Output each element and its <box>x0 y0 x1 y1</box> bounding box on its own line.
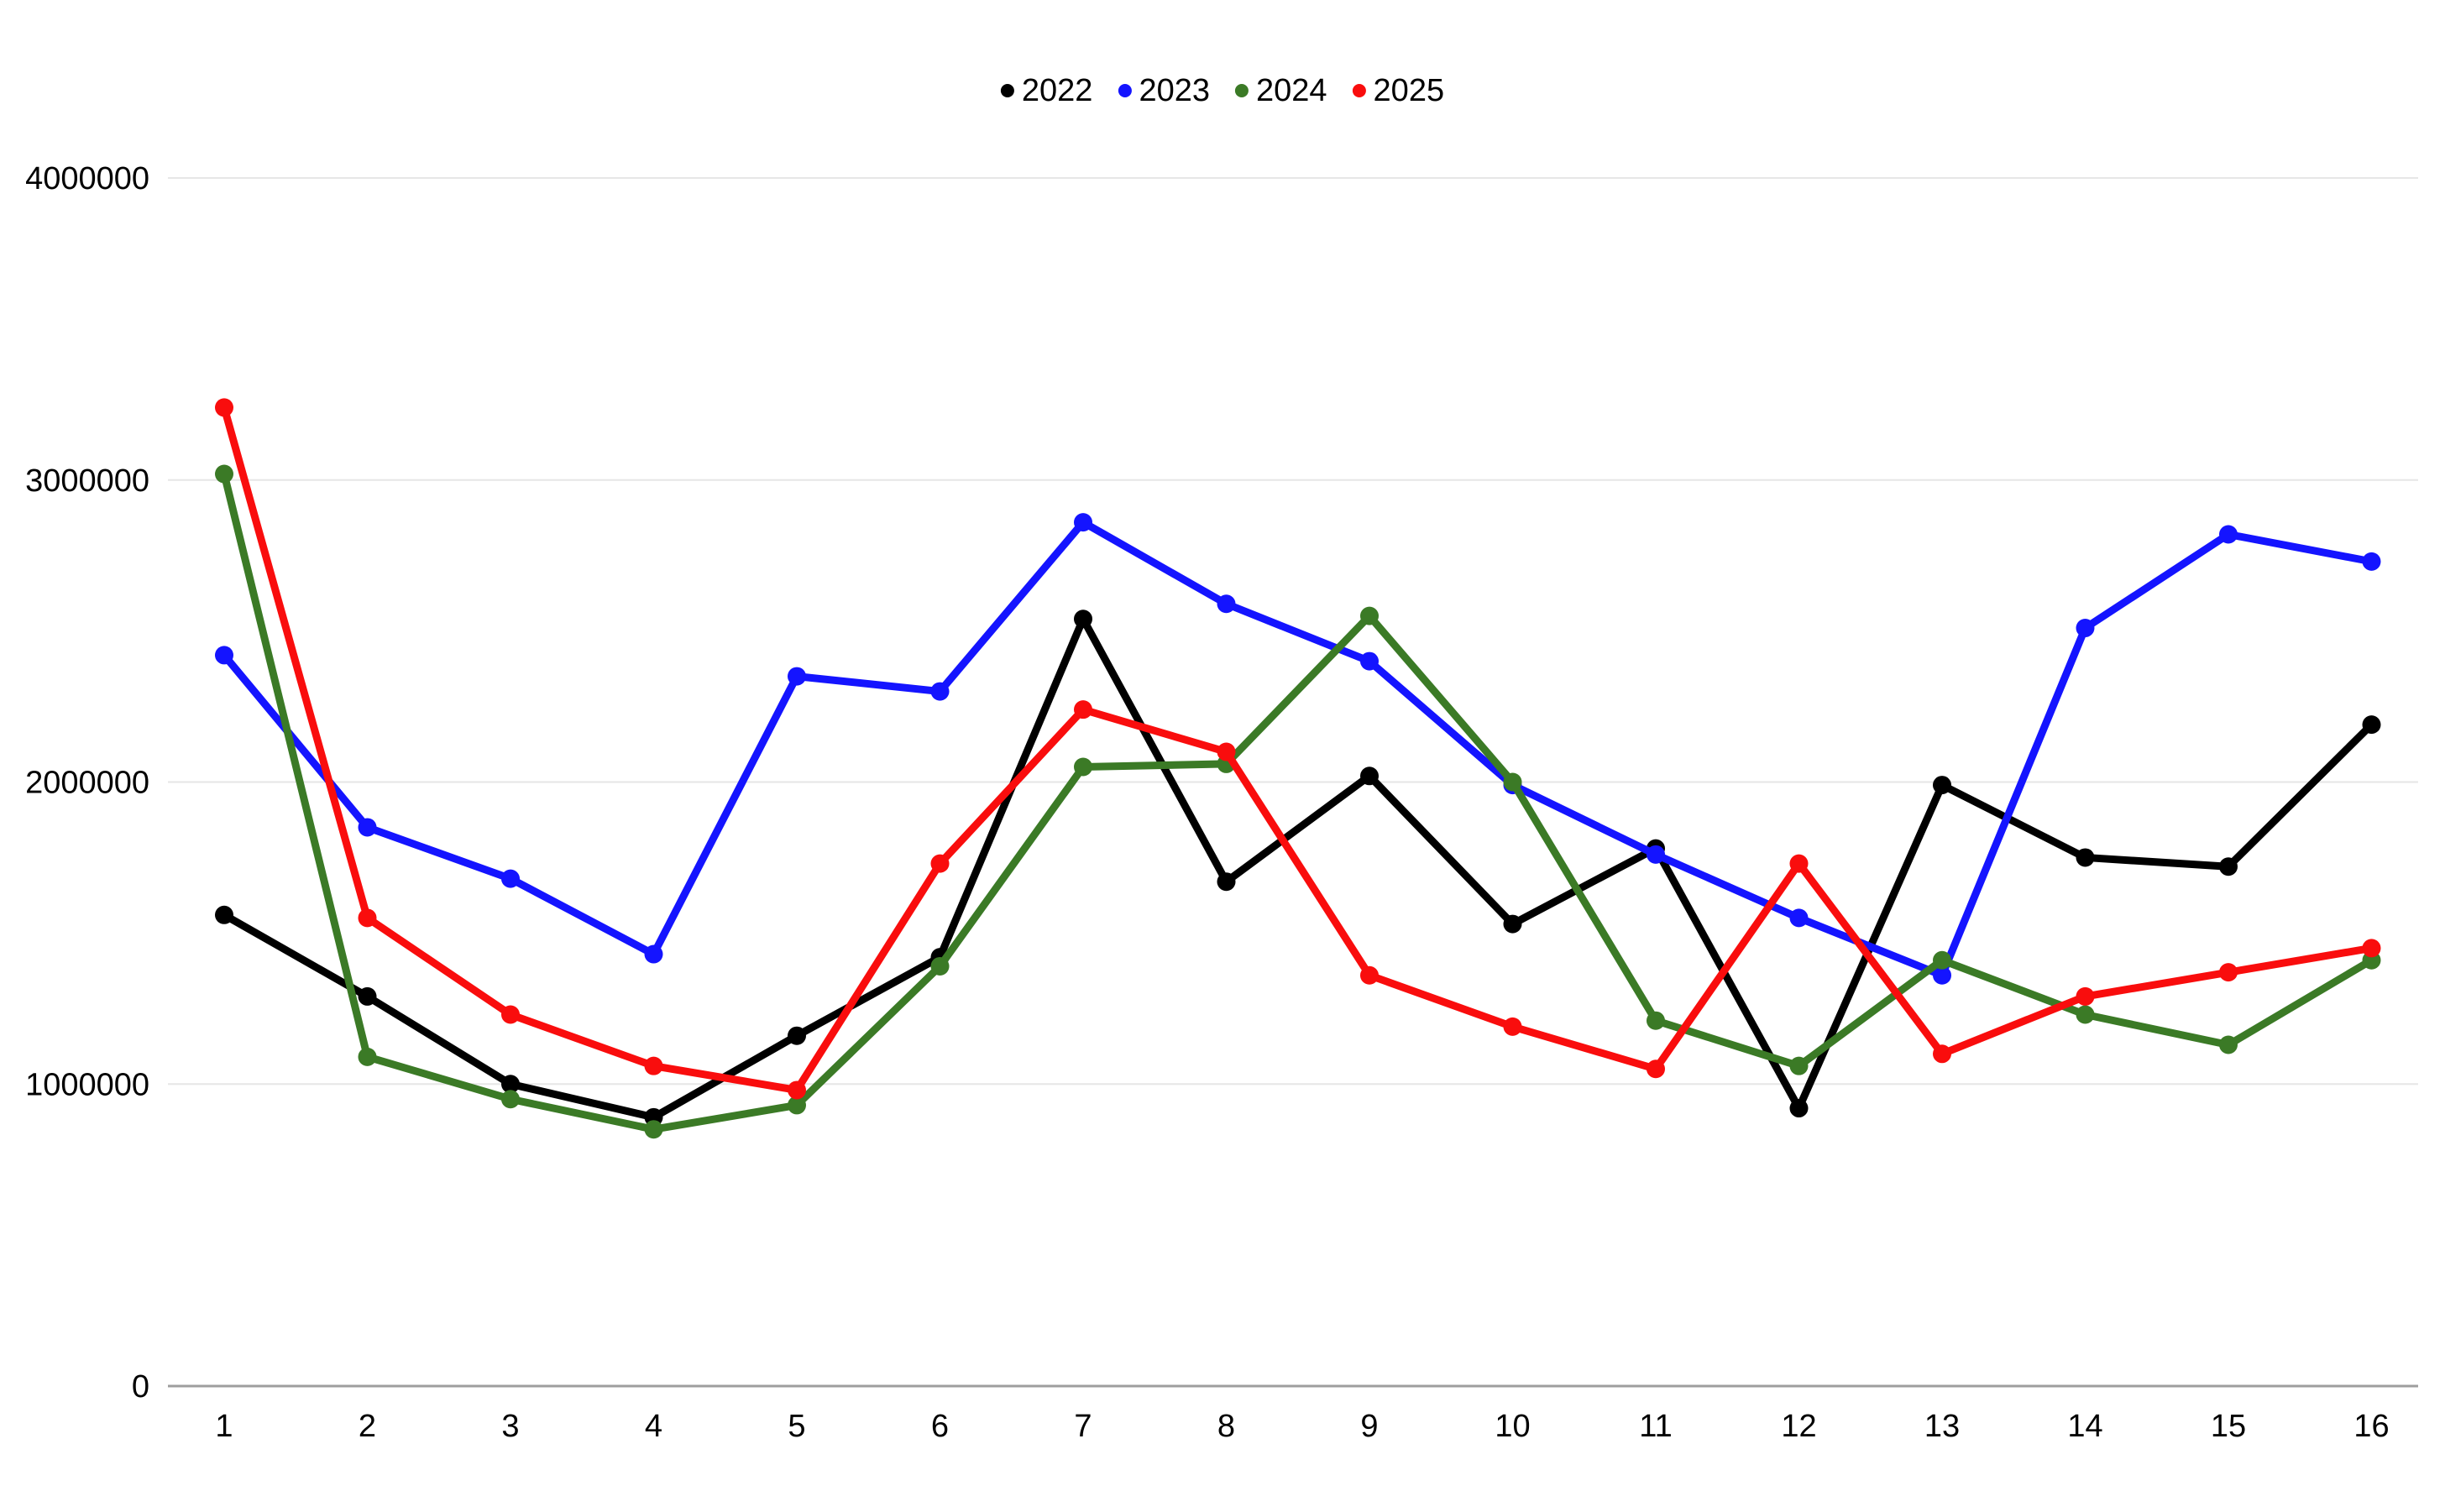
marker-2023-13 <box>1933 965 1951 985</box>
legend-item-2024: 2024 <box>1235 72 1327 109</box>
marker-2025-15 <box>2219 963 2238 982</box>
marker-2024-10 <box>1503 772 1522 792</box>
legend-dot-2023 <box>1118 84 1132 97</box>
marker-2024-9 <box>1360 606 1379 625</box>
marker-2024-1 <box>215 464 233 484</box>
y-tick-label-2000000: 2000000 <box>25 766 149 801</box>
marker-2025-4 <box>644 1056 663 1075</box>
x-tick-label-5: 5 <box>788 1409 805 1444</box>
y-tick-label-3000000: 3000000 <box>25 463 149 499</box>
marker-2022-10 <box>1503 914 1522 934</box>
marker-2023-9 <box>1360 651 1379 671</box>
marker-2022-3 <box>501 1075 520 1094</box>
marker-2023-11 <box>1647 845 1665 864</box>
legend-dot-2025 <box>1352 84 1366 97</box>
marker-2025-1 <box>215 398 233 417</box>
marker-2025-7 <box>1074 700 1092 719</box>
marker-2023-1 <box>215 646 233 665</box>
legend-label-2024: 2024 <box>1256 73 1327 108</box>
marker-2024-7 <box>1074 757 1092 777</box>
x-tick-label-1: 1 <box>215 1409 233 1444</box>
marker-2025-9 <box>1360 965 1379 985</box>
y-tick-label-0: 0 <box>132 1369 149 1405</box>
x-tick-label-16: 16 <box>2353 1409 2389 1444</box>
marker-2024-4 <box>644 1120 663 1139</box>
x-tick-label-10: 10 <box>1495 1409 1530 1444</box>
x-tick-label-3: 3 <box>501 1409 519 1444</box>
marker-2025-8 <box>1217 742 1236 761</box>
marker-2022-5 <box>788 1026 806 1045</box>
y-tick-label-4000000: 4000000 <box>25 161 149 196</box>
legend-item-2022: 2022 <box>1000 72 1093 109</box>
x-tick-label-13: 13 <box>1924 1409 1960 1444</box>
marker-2023-12 <box>1789 908 1809 928</box>
marker-2025-13 <box>1933 1044 1951 1064</box>
x-tick-label-9: 9 <box>1360 1409 1378 1444</box>
marker-2022-1 <box>215 905 233 924</box>
marker-2023-2 <box>358 818 377 837</box>
marker-2023-6 <box>930 682 950 701</box>
series-line-2022 <box>220 615 2375 1122</box>
legend-dot-2024 <box>1235 84 1249 97</box>
marker-2022-2 <box>358 986 377 1006</box>
marker-2024-13 <box>1933 950 1951 970</box>
marker-2022-16 <box>2362 715 2381 735</box>
marker-2022-9 <box>1360 766 1379 786</box>
marker-2025-12 <box>1789 854 1809 873</box>
x-tick-label-7: 7 <box>1074 1409 1092 1444</box>
marker-2022-8 <box>1217 872 1236 892</box>
marker-2025-16 <box>2362 939 2381 958</box>
marker-2025-10 <box>1503 1017 1522 1036</box>
y-tick-label-1000000: 1000000 <box>25 1067 149 1102</box>
marker-2025-2 <box>358 908 377 928</box>
x-tick-label-15: 15 <box>2211 1409 2246 1444</box>
marker-2023-3 <box>501 869 520 888</box>
marker-2023-5 <box>788 667 806 686</box>
marker-2024-5 <box>788 1096 806 1115</box>
marker-2025-14 <box>2076 986 2095 1006</box>
marker-2024-12 <box>1789 1056 1809 1075</box>
marker-2024-14 <box>2076 1005 2095 1024</box>
marker-2024-11 <box>1647 1011 1665 1030</box>
marker-2023-7 <box>1074 513 1092 532</box>
marker-2022-15 <box>2219 857 2238 876</box>
series-line-2023 <box>220 518 2375 980</box>
legend-item-2025: 2025 <box>1352 72 1445 109</box>
marker-2025-3 <box>501 1005 520 1024</box>
marker-2025-5 <box>788 1080 806 1100</box>
series-line-2025 <box>220 403 2375 1094</box>
x-tick-label-8: 8 <box>1217 1409 1235 1444</box>
x-tick-label-6: 6 <box>931 1409 949 1444</box>
legend-dot-2022 <box>1000 84 1014 97</box>
legend-label-2023: 2023 <box>1139 73 1210 108</box>
marker-2024-6 <box>930 956 950 976</box>
legend-label-2025: 2025 <box>1373 73 1445 108</box>
marker-2024-3 <box>501 1090 520 1109</box>
legend-item-2023: 2023 <box>1118 72 1210 109</box>
x-tick-label-2: 2 <box>359 1409 376 1444</box>
marker-2023-15 <box>2219 525 2238 544</box>
series-line-2024 <box>220 470 2375 1133</box>
marker-2022-14 <box>2076 848 2095 867</box>
legend-label-2022: 2022 <box>1021 73 1093 108</box>
marker-2023-4 <box>644 944 663 964</box>
marker-2024-2 <box>358 1047 377 1066</box>
x-tick-label-11: 11 <box>1639 1409 1672 1444</box>
marker-2022-13 <box>1933 776 1951 795</box>
marker-2023-14 <box>2076 619 2095 638</box>
x-tick-label-4: 4 <box>645 1409 662 1444</box>
chart-legend: 2022 2023 2024 2025 <box>1000 72 1445 109</box>
marker-2023-8 <box>1217 594 1236 614</box>
x-tick-label-14: 14 <box>2067 1409 2102 1444</box>
marker-2025-6 <box>930 854 950 873</box>
x-tick-label-12: 12 <box>1781 1409 1816 1444</box>
marker-2025-11 <box>1647 1059 1665 1079</box>
marker-2022-12 <box>1789 1099 1809 1118</box>
marker-2023-16 <box>2362 552 2381 571</box>
marker-2024-15 <box>2219 1035 2238 1054</box>
marker-2022-7 <box>1074 610 1092 629</box>
